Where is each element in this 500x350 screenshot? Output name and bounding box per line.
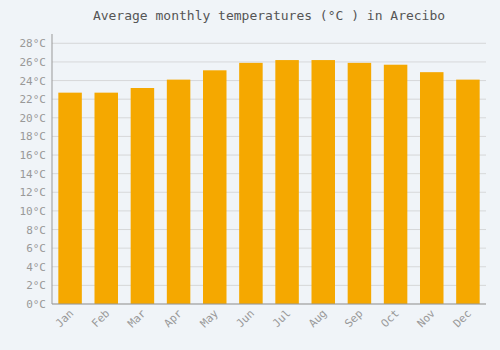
chart: Average monthly temperatures (°C ) in Ar… <box>0 0 500 350</box>
y-tick-label: 14°C <box>20 168 47 181</box>
y-tick-label: 26°C <box>20 56 47 69</box>
x-tick-label: Dec <box>451 307 474 330</box>
bar <box>420 72 444 304</box>
y-axis-line <box>52 34 53 304</box>
y-tick-label: 28°C <box>20 37 47 50</box>
y-tick-label: 0°C <box>26 298 46 311</box>
x-tick-label: Sep <box>342 307 365 330</box>
x-axis-line <box>52 304 486 305</box>
y-tick-label: 8°C <box>26 224 46 237</box>
y-tick-label: 12°C <box>20 186 47 199</box>
grid <box>52 43 486 304</box>
grid-line <box>52 304 486 305</box>
y-tick-label: 18°C <box>20 130 47 143</box>
x-tick-label: Nov <box>415 307 439 331</box>
background <box>0 0 500 350</box>
y-tick-label: 20°C <box>20 112 47 125</box>
x-tick-label: Jul <box>270 307 293 330</box>
bar <box>58 93 82 304</box>
x-tick-label: Mar <box>125 307 149 331</box>
y-tick-label: 2°C <box>26 279 46 292</box>
bar <box>239 63 263 304</box>
y-tick-label: 16°C <box>20 149 47 162</box>
title: Average monthly temperatures (°C ) in Ar… <box>93 8 445 23</box>
bars <box>58 60 479 304</box>
bar <box>275 60 299 304</box>
y-tick-label: 22°C <box>20 93 47 106</box>
y-tick-label: 6°C <box>26 242 46 255</box>
x-tick-label: Aug <box>306 307 329 330</box>
bar <box>203 70 227 304</box>
grid-line <box>52 61 486 62</box>
bar <box>384 65 408 304</box>
y-axis: 0°C 2°C 4°C 6°C 8°C 10°C 12°C 14°C 16°C 18°C 20°C 2… <box>20 37 47 311</box>
x-tick-label: May <box>198 307 222 331</box>
x-tick-label: Apr <box>161 307 185 331</box>
bar <box>348 63 372 304</box>
x-tick-label: Jan <box>53 307 76 330</box>
x-tick-label: Jun <box>234 307 257 330</box>
bar <box>311 60 335 304</box>
y-tick-label: 4°C <box>26 261 46 274</box>
grid-line <box>52 43 486 44</box>
x-tick-label: Feb <box>89 307 112 330</box>
x-tick-label: Oct <box>378 307 401 330</box>
bar <box>167 80 191 304</box>
y-tick-label: 24°C <box>20 75 47 88</box>
x-axis: Jan Feb Mar Apr May Jun Jul Aug Sep Oct Nov Dec <box>53 307 474 331</box>
bar <box>456 80 480 304</box>
bar <box>94 93 118 304</box>
y-tick-label: 10°C <box>20 205 47 218</box>
bar <box>131 88 155 304</box>
